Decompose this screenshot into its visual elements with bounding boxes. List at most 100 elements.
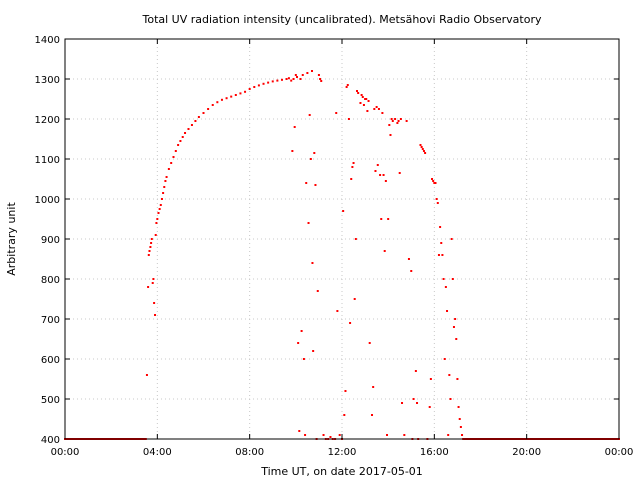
data-point xyxy=(420,146,423,148)
data-point xyxy=(360,94,363,96)
data-point xyxy=(394,118,397,120)
x-tick-label: 20:00 xyxy=(512,447,541,458)
data-point xyxy=(162,192,165,194)
data-point xyxy=(234,94,237,96)
data-point xyxy=(380,218,383,220)
data-point xyxy=(262,82,265,85)
data-point xyxy=(447,434,450,436)
data-point xyxy=(342,210,345,212)
data-point xyxy=(398,172,401,174)
data-point xyxy=(399,118,402,120)
data-point xyxy=(376,164,379,166)
data-point xyxy=(419,144,422,146)
data-point xyxy=(187,128,190,130)
data-point xyxy=(382,174,385,176)
data-point xyxy=(152,278,155,280)
data-point xyxy=(343,414,346,416)
data-point xyxy=(449,398,452,400)
chart-title: Total UV radiation intensity (uncalibrat… xyxy=(142,13,542,26)
data-point xyxy=(194,120,197,122)
data-point xyxy=(271,80,274,83)
data-point xyxy=(436,202,439,204)
data-point xyxy=(388,124,391,126)
data-point xyxy=(292,78,295,80)
x-tick-label: 04:00 xyxy=(143,447,172,458)
data-point xyxy=(407,258,410,260)
data-point xyxy=(422,150,425,152)
data-point xyxy=(455,338,458,340)
y-tick-label: 1400 xyxy=(35,35,60,46)
y-tick-label: 800 xyxy=(41,275,60,286)
data-point xyxy=(439,226,442,228)
data-point xyxy=(313,152,316,154)
data-point xyxy=(401,402,404,404)
data-point xyxy=(448,374,451,376)
data-point xyxy=(335,112,338,114)
data-point xyxy=(293,126,296,128)
data-point xyxy=(373,108,376,110)
data-point xyxy=(320,80,323,82)
data-point xyxy=(391,120,394,122)
y-tick-label: 1000 xyxy=(35,195,60,206)
y-tick-labels: 400 500 600 700 800 900 1000 1100 1200 1300 1400 xyxy=(35,35,60,446)
data-point xyxy=(345,86,348,88)
data-point xyxy=(317,74,320,76)
data-point xyxy=(319,78,322,80)
data-point xyxy=(390,118,393,120)
data-point xyxy=(164,180,167,182)
data-point xyxy=(151,282,154,284)
x-tick-label: 08:00 xyxy=(235,447,264,458)
data-point xyxy=(428,406,431,408)
data-point xyxy=(170,162,173,164)
data-point xyxy=(347,118,350,120)
data-point xyxy=(291,150,294,152)
data-point xyxy=(160,198,163,200)
data-point xyxy=(294,74,297,76)
data-point xyxy=(387,218,390,220)
axis-ticks xyxy=(64,38,620,440)
data-point xyxy=(276,79,279,82)
data-point xyxy=(386,434,389,436)
y-tick-label: 1100 xyxy=(35,155,60,166)
data-point xyxy=(396,122,399,124)
data-point xyxy=(350,178,353,180)
data-point xyxy=(364,98,367,100)
x-tick-label: 16:00 xyxy=(420,447,449,458)
data-point xyxy=(403,434,406,436)
x-tick-label: 00:00 xyxy=(51,447,80,458)
data-point xyxy=(424,152,427,154)
data-point xyxy=(429,378,432,380)
data-point xyxy=(383,250,386,252)
data-point xyxy=(377,108,380,110)
data-point xyxy=(336,310,339,312)
data-point xyxy=(216,101,219,104)
data-point xyxy=(154,234,157,236)
data-point xyxy=(365,98,368,100)
y-tick-label: 1300 xyxy=(35,75,60,86)
data-point xyxy=(154,314,157,316)
data-point xyxy=(197,116,200,118)
data-point xyxy=(346,84,349,86)
data-point xyxy=(308,114,311,116)
data-point xyxy=(156,218,159,220)
x-tick-label: 00:00 xyxy=(605,447,634,458)
data-point xyxy=(338,434,341,436)
data-point xyxy=(155,222,158,224)
data-point xyxy=(179,140,182,142)
data-point xyxy=(287,77,290,80)
data-point xyxy=(349,322,352,324)
data-point xyxy=(257,84,260,87)
data-point xyxy=(163,186,166,188)
data-point xyxy=(356,90,359,92)
data-point xyxy=(437,254,440,256)
data-point xyxy=(351,166,354,168)
y-tick-label: 1200 xyxy=(35,115,60,126)
x-tick-labels: 00:00 04:00 08:00 12:00 16:00 20:00 00:00 xyxy=(51,447,634,458)
data-point xyxy=(302,358,305,360)
data-point xyxy=(147,254,150,256)
data-point xyxy=(295,76,298,78)
data-point xyxy=(414,370,417,372)
data-point xyxy=(459,426,462,428)
data-point xyxy=(446,310,449,312)
y-tick-label: 700 xyxy=(41,315,60,326)
